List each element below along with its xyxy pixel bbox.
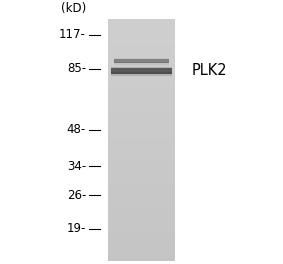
Text: 117-: 117- [59,28,86,41]
Text: 85-: 85- [67,62,86,75]
Text: 19-: 19- [67,222,86,235]
Text: 34-: 34- [67,160,86,173]
Text: (kD): (kD) [61,2,86,15]
Text: PLK2: PLK2 [191,63,227,78]
Text: 48-: 48- [67,123,86,136]
Text: 26-: 26- [67,189,86,202]
